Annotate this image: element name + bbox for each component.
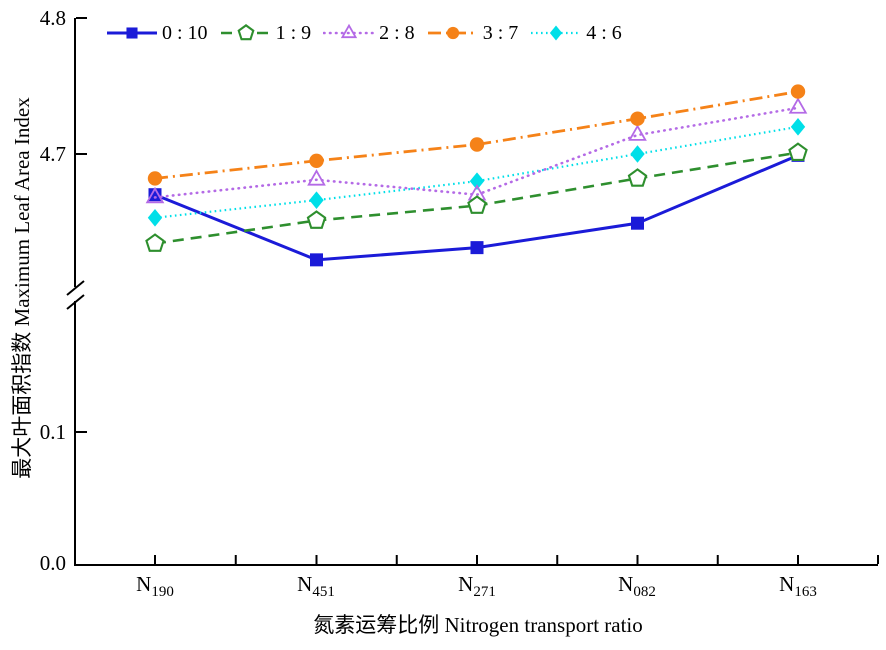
legend: 0 : 10 1 : 9 2 : 8 3 : 7 4 : 6 [106, 21, 634, 45]
x-tick-n190: N190 [136, 572, 174, 601]
x-tick-n271: N271 [458, 572, 496, 601]
y-tick-4-7: 4.7 [39, 142, 66, 166]
y-tick-0-1: 0.1 [39, 420, 66, 444]
legend-label-2-8: 2 : 8 [379, 21, 415, 44]
legend-marker-pentagon-icon [220, 24, 271, 41]
x-tick-n163: N163 [779, 572, 817, 601]
legend-item-0-10: 0 : 10 [106, 21, 214, 45]
legend-marker-diamond-icon [531, 25, 582, 41]
legend-item-4-6: 4 : 6 [530, 21, 628, 45]
x-tick-n082: N082 [618, 572, 656, 601]
legend-item-1-9: 1 : 9 [220, 21, 318, 45]
x-axis-title: 氮素运筹比例 Nitrogen transport ratio [313, 613, 643, 637]
legend-marker-square-icon [107, 27, 157, 39]
legend-label-0-10: 0 : 10 [162, 21, 208, 44]
legend-label-4-6: 4 : 6 [586, 21, 622, 44]
y-tick-4-8: 4.8 [39, 6, 66, 30]
legend-marker-triangle-icon [323, 23, 376, 39]
legend-item-3-7: 3 : 7 [427, 21, 525, 45]
x-tick-n451: N451 [297, 572, 335, 601]
legend-marker-circle-icon [427, 26, 478, 40]
legend-label-3-7: 3 : 7 [482, 21, 519, 44]
legend-item-2-8: 2 : 8 [323, 21, 421, 45]
legend-label-1-9: 1 : 9 [275, 21, 312, 44]
y-tick-0-0: 0.0 [39, 551, 66, 575]
y-axis-title: 最大叶面积指数 Maximum Leaf Area Index [10, 97, 34, 479]
